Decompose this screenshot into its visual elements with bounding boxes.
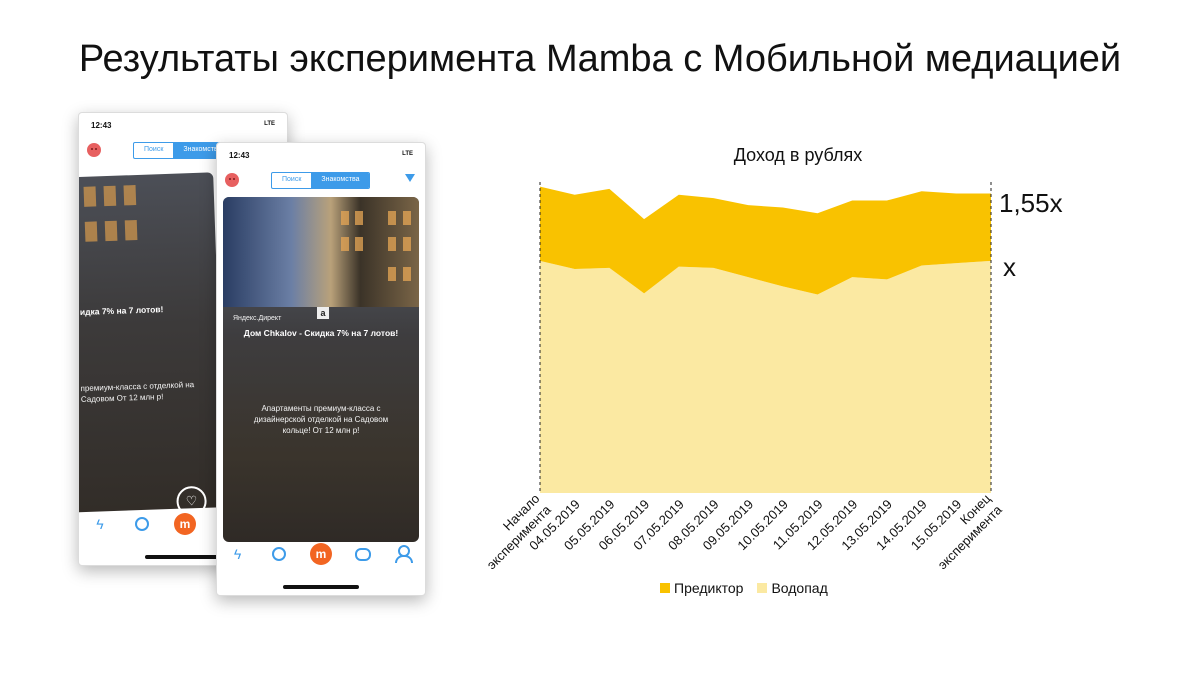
slide-title: Результаты эксперимента Mamba с Мобильно…: [78, 38, 1122, 80]
legend-item-predictor: Предиктор: [660, 580, 743, 596]
avatar-icon[interactable]: [87, 143, 101, 157]
ad-image: [223, 197, 419, 307]
ad-card[interactable]: a Яндекс.Директ Дом Chkalov - Скидка 7% …: [223, 197, 419, 542]
app-header: Поиск Знакомства: [217, 171, 425, 193]
annotation-1-55x: 1,55x: [999, 188, 1063, 218]
legend-swatch-waterfall: [757, 583, 768, 593]
ad-title: Дом Chkalov - Скидка 7% на 7 лотов!: [243, 328, 399, 338]
legend-label-waterfall: Водопад: [771, 580, 828, 596]
chart-title: Доход в рублях: [733, 145, 863, 165]
tab-search[interactable]: Поиск: [144, 146, 164, 153]
profile-icon[interactable]: [394, 544, 414, 564]
area-waterfall: [540, 260, 991, 493]
mamba-logo-icon[interactable]: [174, 513, 196, 535]
home-indicator: [283, 585, 359, 589]
status-time: 12:43: [229, 151, 250, 160]
tab-search[interactable]: Поиск: [282, 176, 302, 183]
tab-bar: [79, 509, 207, 539]
avatar-icon[interactable]: [225, 173, 239, 187]
annotation-x: x: [1003, 252, 1016, 282]
tab-dating[interactable]: Знакомства: [311, 173, 370, 188]
tab-bar: [217, 539, 425, 569]
phone-screenshot-front: 12:43 LTE Поиск Знакомства a Яндекс.Дире…: [216, 142, 426, 596]
legend-label-predictor: Предиктор: [674, 580, 744, 596]
legend-swatch-predictor: [660, 583, 670, 593]
chart-legend: Предиктор Водопад: [660, 580, 828, 596]
ad-text: Апартаменты премиум-класса с дизайнерско…: [253, 404, 389, 435]
status-signal: LTE: [402, 151, 413, 157]
segmented-control: Поиск Знакомства: [271, 172, 371, 189]
ad-source: Яндекс.Директ: [233, 315, 282, 322]
status-bar: 12:43 LTE: [229, 151, 413, 163]
status-bar: 12:43 LTE: [91, 121, 275, 133]
status-time: 12:43: [91, 121, 112, 130]
area-predictor: [540, 186, 991, 295]
ad-badge: a: [317, 307, 329, 319]
legend-item-waterfall: Водопад: [757, 580, 828, 596]
filter-icon[interactable]: [405, 174, 415, 182]
status-signal: LTE: [264, 121, 275, 127]
mamba-logo-icon[interactable]: [309, 543, 332, 565]
